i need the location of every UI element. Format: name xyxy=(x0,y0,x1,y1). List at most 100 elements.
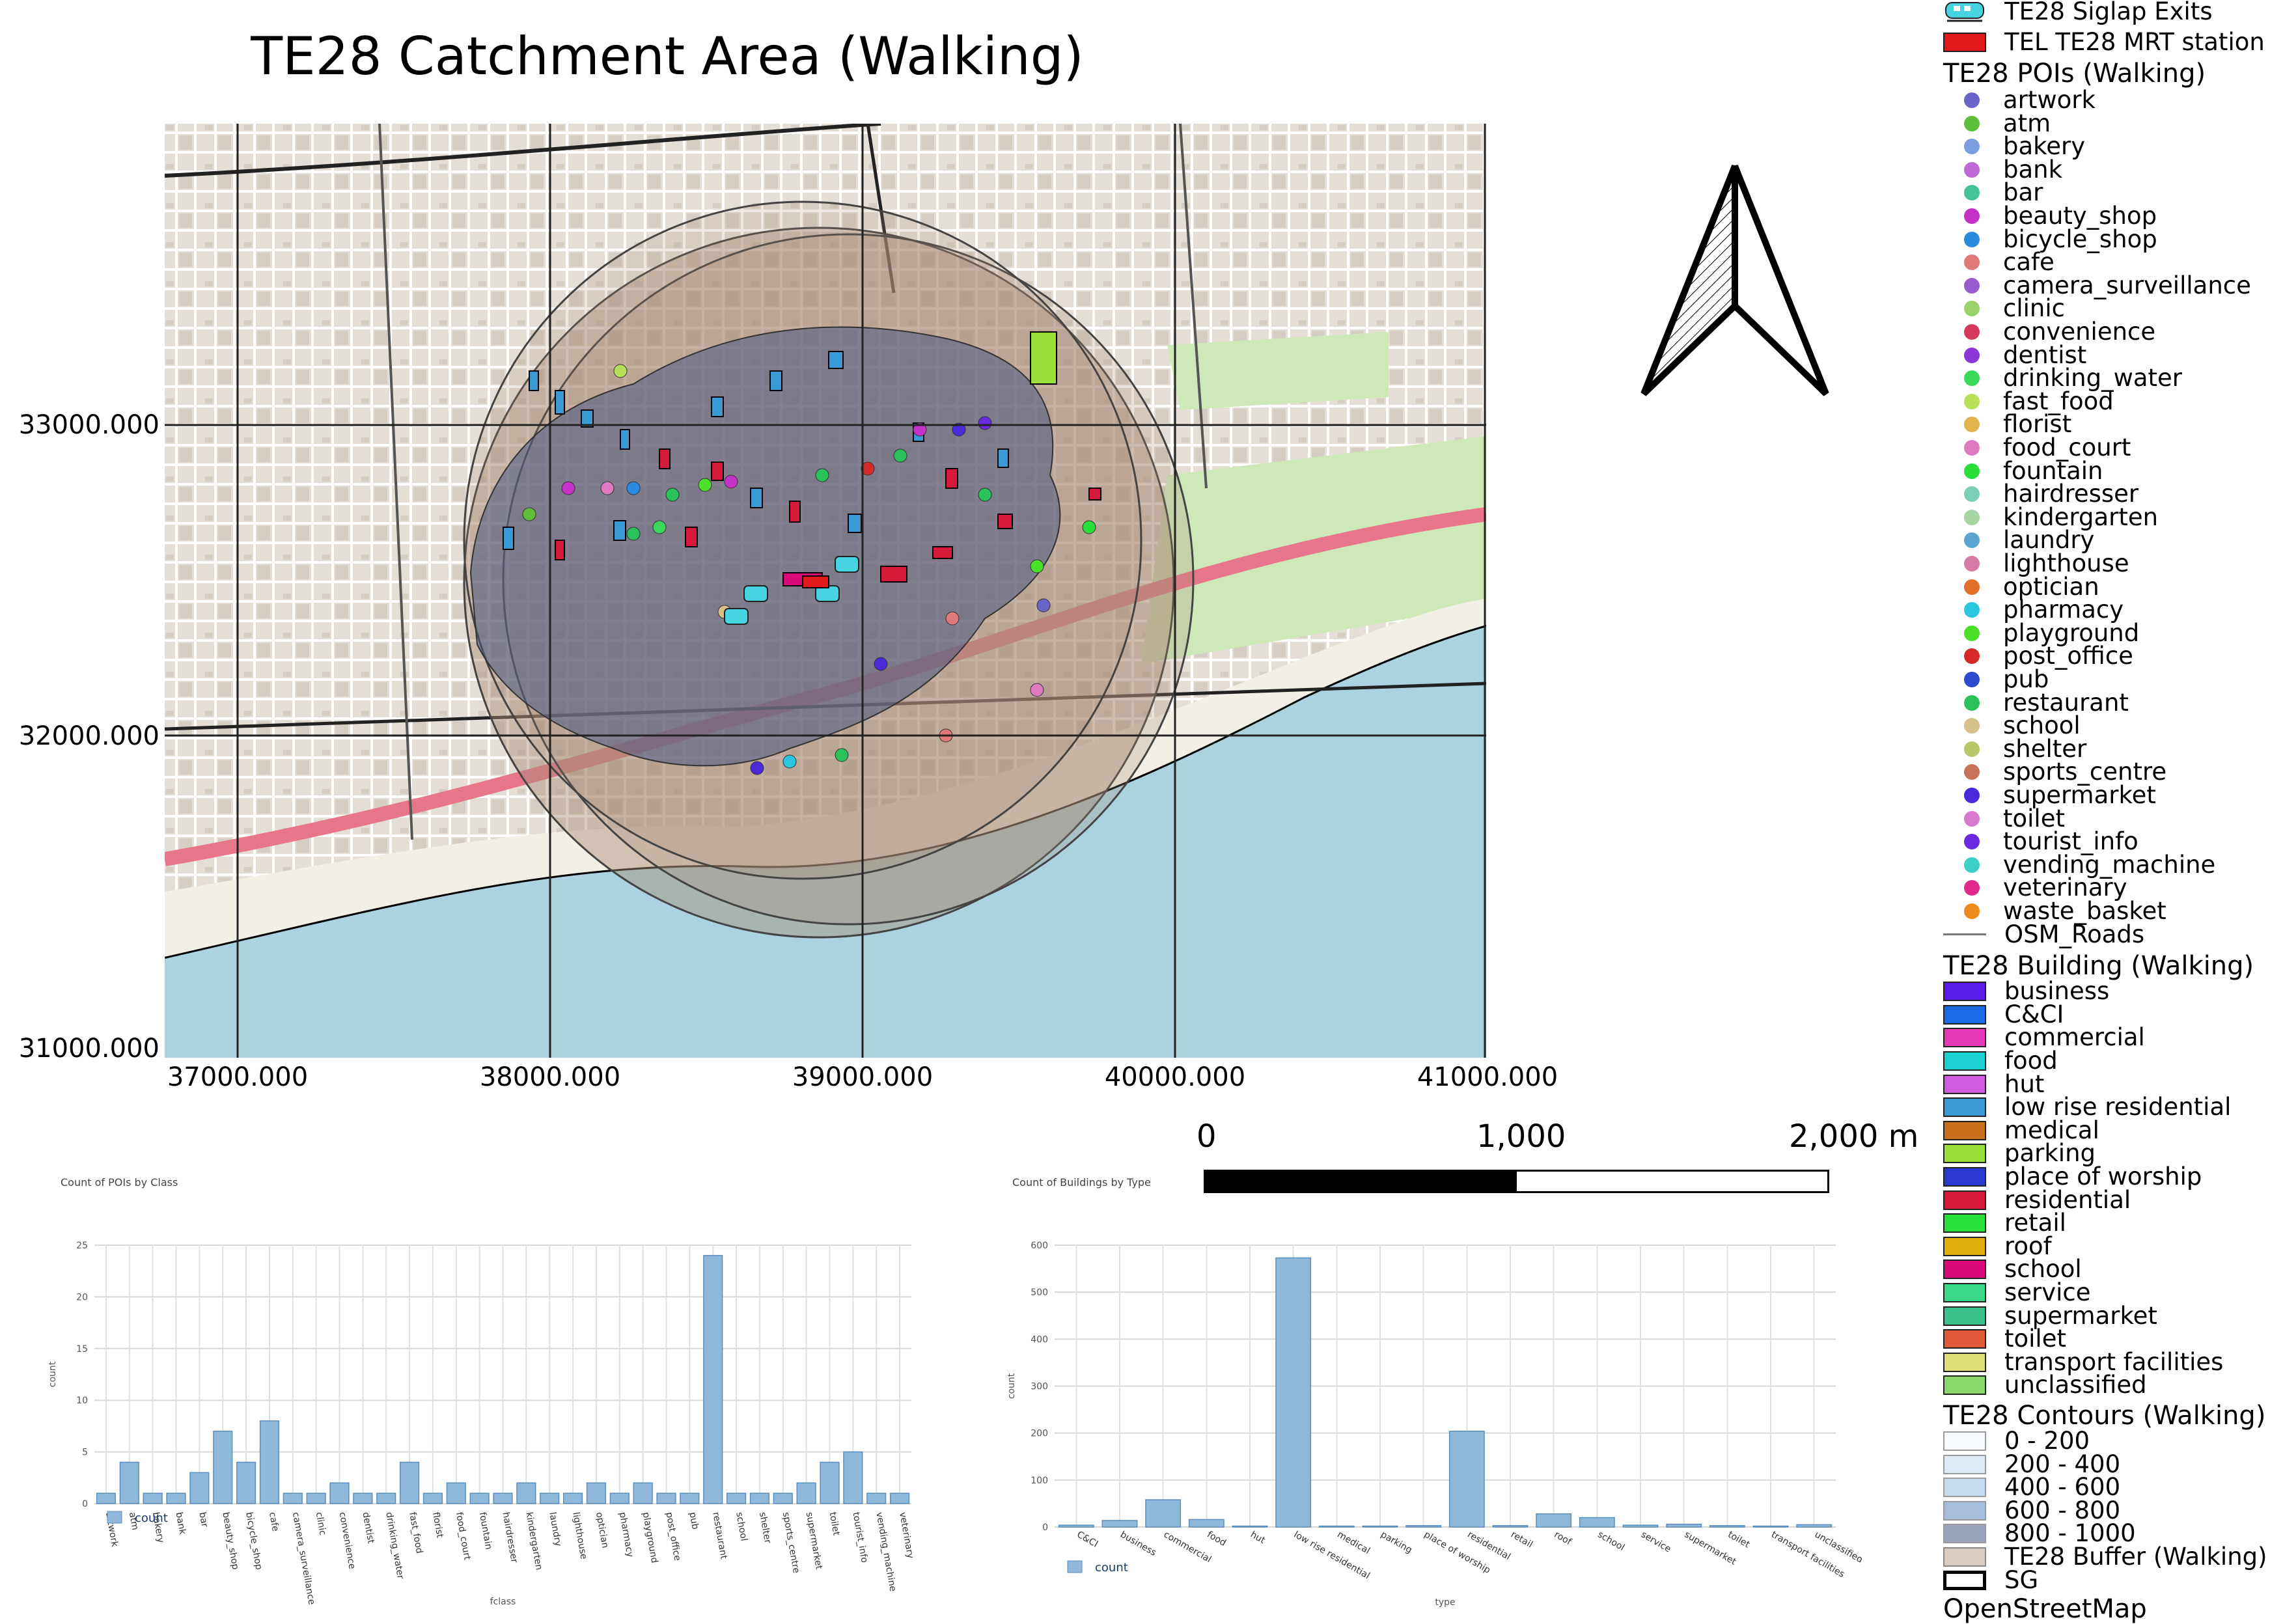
legend-item: bakery xyxy=(1943,132,2086,161)
grid-lines xyxy=(165,124,1486,1058)
legend-label: hut xyxy=(2004,1069,2045,1098)
y-tick-label: 31000.000 xyxy=(18,1034,159,1064)
legend-swatch xyxy=(1964,903,1980,919)
legend-item: drinking_water xyxy=(1943,366,2182,390)
legend-swatch xyxy=(1964,417,1980,433)
bar xyxy=(1318,1525,1355,1528)
legend-label: low rise residential xyxy=(2004,1093,2232,1122)
x-tick-label: restaurant xyxy=(710,1511,729,1560)
map-canvas[interactable] xyxy=(165,124,1486,1058)
legend-item: pharmacy xyxy=(1943,598,2124,622)
y-tick-label: 0 xyxy=(82,1499,88,1509)
bar xyxy=(866,1493,887,1504)
x-tick-label: lighthouse xyxy=(570,1511,588,1560)
bar xyxy=(1101,1520,1138,1528)
legend-swatch xyxy=(1964,625,1980,641)
bar xyxy=(306,1493,326,1504)
legend-swatch xyxy=(1943,1236,1986,1256)
building-chart-title: Count of Buildings by Type xyxy=(1012,1176,1151,1189)
legend-label: toilet xyxy=(2004,1325,2066,1353)
legend-item: retail xyxy=(1943,1211,2066,1235)
bar xyxy=(516,1482,536,1504)
legend-item: cafe xyxy=(1943,250,2055,274)
legend-label: bar xyxy=(2003,178,2043,207)
legend-item: residential xyxy=(1943,1188,2131,1212)
bar xyxy=(1622,1524,1659,1528)
bar xyxy=(703,1255,723,1504)
legend-label: TE28 Buffer (Walking) xyxy=(2004,1543,2267,1571)
legend-item: 0 - 200 xyxy=(1943,1429,2090,1453)
legend-label: waste_basket xyxy=(2003,897,2166,925)
legend-swatch xyxy=(1964,718,1980,734)
legend-label: transport facilities xyxy=(2004,1347,2224,1376)
legend-label: medical xyxy=(2004,1116,2099,1144)
road xyxy=(866,124,896,294)
legend-swatch xyxy=(1964,440,1980,456)
legend-label: 0 - 200 xyxy=(2004,1427,2090,1455)
legend-swatch xyxy=(1964,672,1980,687)
x-tick-label: pharmacy xyxy=(617,1511,635,1558)
legend-label: TEL TE28 MRT station xyxy=(2004,28,2265,56)
legend-swatch xyxy=(1943,1190,1986,1210)
legend-label: bakery xyxy=(2003,132,2086,161)
legend-label: post_office xyxy=(2003,642,2133,670)
legend-item: bicycle_shop xyxy=(1943,227,2157,251)
x-tick-label: atm xyxy=(127,1511,141,1531)
legend-label: veterinary xyxy=(2003,874,2127,902)
x-tick-label: service xyxy=(1639,1530,1672,1555)
legend-label: commercial xyxy=(2004,1023,2145,1052)
legend-item: bank xyxy=(1943,158,2062,182)
bar xyxy=(889,1493,910,1504)
legend-swatch xyxy=(1943,1144,1986,1164)
legend-swatch xyxy=(1943,1454,1986,1474)
scale-bar-dark-segment xyxy=(1206,1172,1517,1191)
scale-bar-light-segment xyxy=(1516,1172,1827,1191)
x-axis-label: fclass xyxy=(490,1597,516,1607)
legend-item: SG xyxy=(1943,1568,2038,1592)
legend-swatch xyxy=(1964,486,1980,502)
legend-item: tourist_info xyxy=(1943,829,2138,853)
legend-swatch xyxy=(1943,1213,1986,1233)
y-tick-label: 33000.000 xyxy=(18,410,159,440)
legend-item: atm xyxy=(1943,111,2051,135)
map-title: TE28 Catchment Area (Walking) xyxy=(251,26,1084,87)
legend-item: supermarket xyxy=(1943,1304,2157,1328)
bar xyxy=(1536,1513,1572,1528)
bar xyxy=(1405,1525,1442,1528)
chart-legend-label: count xyxy=(1095,1561,1128,1575)
x-tick-label: parking xyxy=(1379,1530,1414,1556)
legend-label: food_court xyxy=(2003,434,2131,461)
legend-swatch xyxy=(1964,857,1980,873)
x-tick-label: bicycle_shop xyxy=(243,1511,264,1571)
legend-label: parking xyxy=(2004,1139,2096,1168)
legend-item: 800 - 1000 xyxy=(1943,1521,2136,1545)
x-tick-label: tourist_info xyxy=(850,1511,869,1563)
legend-swatch xyxy=(1964,231,1980,247)
legend-item: food xyxy=(1943,1049,2058,1073)
legend-item: optician xyxy=(1943,575,2099,599)
legend-item: playground xyxy=(1943,621,2139,645)
x-tick-label: post_office xyxy=(664,1511,683,1562)
legend-label: OSM_Roads xyxy=(2004,920,2145,948)
x-tick-label: toilet xyxy=(827,1511,842,1537)
legend-label: business xyxy=(2004,977,2110,1006)
legend-swatch xyxy=(1943,1478,1986,1498)
bar xyxy=(469,1493,490,1504)
x-tick-label: school xyxy=(1596,1530,1626,1553)
bar xyxy=(189,1472,210,1504)
legend-label: vending_machine xyxy=(2003,850,2216,879)
x-tick-label: playground xyxy=(641,1511,660,1564)
legend-item: food_court xyxy=(1943,434,2131,461)
x-tick-label: drinking_water xyxy=(383,1511,406,1580)
legend-swatch xyxy=(1964,92,1980,108)
road xyxy=(378,124,413,840)
bar xyxy=(353,1493,373,1504)
x-tick-label: sports_centre xyxy=(781,1511,801,1574)
chart-legend-label: count xyxy=(135,1511,168,1525)
x-tick-label: low rise residential xyxy=(1292,1530,1372,1582)
legend-label: dentist xyxy=(2003,340,2087,369)
legend-label: toilet xyxy=(2003,804,2065,833)
legend-item: veterinary xyxy=(1943,874,2127,902)
legend-swatch xyxy=(1943,33,1986,52)
scale-label: 1,000 xyxy=(1476,1118,1566,1155)
